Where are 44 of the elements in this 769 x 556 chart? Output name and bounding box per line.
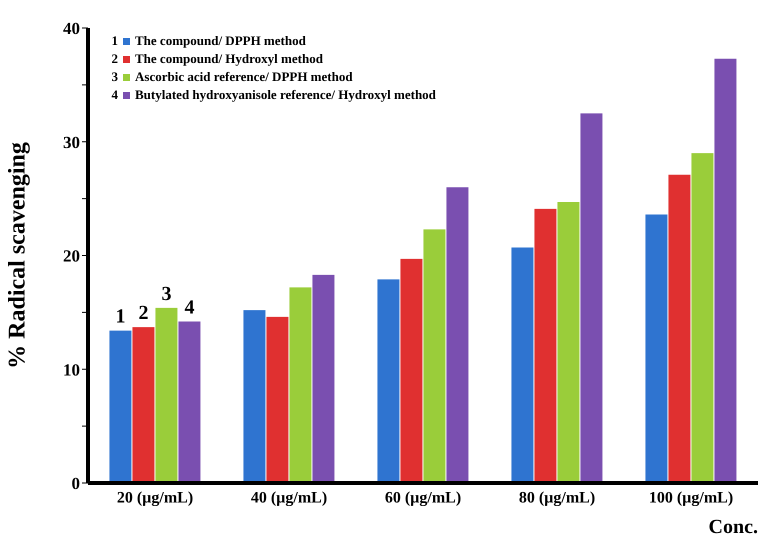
bar: [132, 327, 154, 483]
bar: [580, 113, 602, 483]
text: 2: [112, 51, 118, 66]
bar: [400, 258, 422, 483]
bar: [266, 316, 288, 483]
bar: [312, 274, 334, 483]
y-axis-title: % Radical scavenging: [4, 142, 31, 369]
x-tick-label: 40 (µg/mL): [250, 489, 328, 506]
annotation: 3: [161, 282, 172, 305]
bar: [645, 214, 668, 483]
legend-label: Butylated hydroxyanisole reference/ Hydroxyl method: [135, 86, 436, 104]
bar: [691, 153, 714, 483]
y-tick-label: 40: [63, 19, 80, 38]
annotation: 4: [184, 296, 194, 318]
bar: [557, 202, 580, 483]
bar: [109, 330, 132, 483]
bar: [155, 308, 178, 483]
text: 4: [112, 87, 118, 102]
bar: [178, 321, 200, 483]
y-tick-label: 30: [63, 132, 80, 152]
x-tick-label: 100 (µg/mL): [648, 489, 734, 506]
text: 3: [112, 69, 118, 84]
bar: [446, 187, 468, 483]
text: 1: [112, 33, 118, 48]
bar: [714, 58, 736, 483]
y-tick-label: 10: [63, 360, 80, 380]
bar: [289, 287, 312, 483]
bar: [511, 248, 534, 483]
bar: [243, 310, 266, 483]
x-tick-label: 80 (µg/mL): [518, 489, 596, 506]
legend-label: The compound/ DPPH method: [135, 32, 306, 50]
x-axis-title: Conc.: [708, 516, 758, 538]
bar: [534, 208, 556, 483]
x-tick-label: 60 (µg/mL): [384, 489, 462, 506]
annotation: 1: [115, 306, 126, 328]
bar: [377, 279, 400, 483]
x-tick-label: 20 (µg/mL): [116, 489, 194, 506]
y-tick-label: 20: [63, 246, 80, 266]
bar: [423, 229, 446, 483]
bar: [668, 174, 690, 483]
legend-label: The compound/ Hydroxyl method: [135, 50, 323, 68]
y-tick-label: 0: [72, 474, 80, 494]
legend-label: Ascorbic acid reference/ DPPH method: [135, 68, 353, 86]
annotation: 2: [138, 302, 148, 324]
